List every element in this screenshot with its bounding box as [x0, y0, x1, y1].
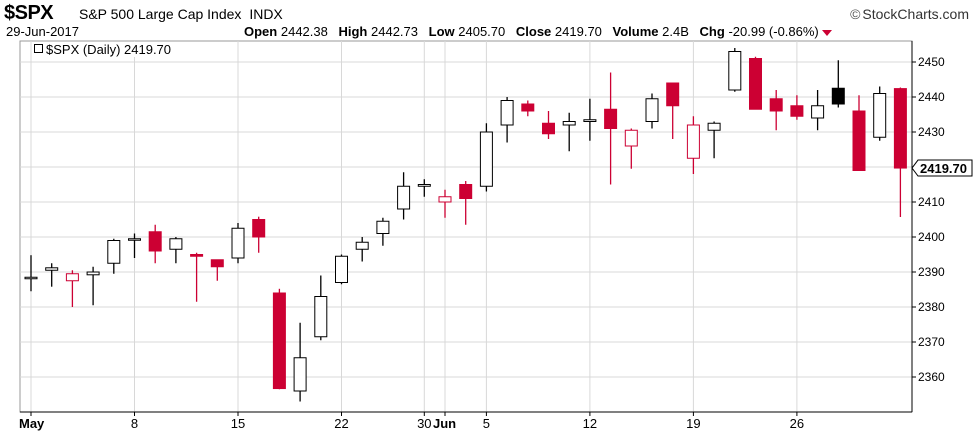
y-tick-label: 2400 — [918, 230, 945, 244]
quote-date: 29-Jun-2017 — [6, 24, 79, 39]
legend-swatch — [34, 44, 43, 53]
candle-body — [790, 105, 804, 117]
candle-body — [645, 98, 659, 122]
low-value: 2405.70 — [458, 24, 506, 39]
close-value: 2419.70 — [554, 24, 602, 39]
candle-body — [542, 122, 555, 135]
candle-body — [107, 240, 121, 264]
candle-body — [314, 296, 328, 338]
x-tick-label: 19 — [686, 416, 700, 431]
x-tick-label: 5 — [483, 416, 490, 431]
candle-body — [893, 88, 907, 169]
x-tick-label: 15 — [231, 416, 245, 431]
candle-body — [852, 110, 866, 171]
candle-body — [355, 241, 369, 250]
candle-body — [583, 119, 597, 122]
y-tick-label: 2360 — [918, 370, 945, 384]
candle-body — [376, 220, 390, 234]
plot-area — [19, 40, 913, 413]
candle-body — [417, 184, 431, 187]
chg-label: Chg — [699, 24, 725, 39]
open-label: Open — [244, 24, 278, 39]
brand-link[interactable]: © StockCharts.com — [850, 6, 969, 22]
chg-value: -20.99 (-0.86%) — [728, 24, 819, 39]
candle-body — [148, 231, 162, 252]
candle-body — [479, 131, 493, 187]
candle-body — [666, 82, 680, 107]
index-name-line: S&P 500 Large Cap Index INDX — [79, 6, 283, 22]
low-label: Low — [428, 24, 455, 39]
volume-value: 2.4B — [662, 24, 689, 39]
y-tick-label: 2380 — [918, 300, 945, 314]
y-tick-label: 2440 — [918, 90, 945, 104]
candle-body — [231, 227, 245, 259]
candle-body — [521, 103, 535, 112]
candle-body — [335, 255, 348, 283]
candle-body — [128, 238, 141, 241]
candle-body — [604, 108, 618, 129]
candle-body — [873, 93, 887, 138]
candle-body — [686, 124, 700, 159]
candle-body — [728, 51, 742, 91]
index-name: S&P 500 Large Cap Index — [79, 6, 242, 22]
candle-body — [210, 259, 224, 268]
y-tick-label: 2410 — [918, 195, 945, 209]
x-tick-label: 22 — [334, 416, 348, 431]
high-label: High — [338, 24, 368, 39]
x-tick-label: Jun — [433, 416, 456, 431]
y-tick-label: 2430 — [918, 125, 945, 139]
copyright-icon: © — [850, 6, 861, 22]
high-value: 2442.73 — [371, 24, 418, 39]
open-value: 2442.38 — [280, 24, 328, 39]
candle-body — [500, 100, 514, 126]
candle-body — [811, 105, 825, 119]
candle-body — [769, 98, 783, 112]
x-tick-label: 26 — [790, 416, 804, 431]
candle-body — [169, 238, 183, 250]
down-arrow-icon — [821, 29, 832, 36]
quote-bar: 29-Jun-2017 Open 2442.38 High 2442.73 Lo… — [6, 24, 969, 40]
x-tick-label: May — [19, 416, 45, 431]
candle-body — [831, 87, 845, 105]
candle-body — [707, 122, 721, 131]
last-value-label: 2419.70 — [920, 161, 967, 176]
candle-body — [190, 254, 204, 257]
candle-body — [624, 129, 638, 147]
candle-body — [397, 185, 411, 210]
candle-body — [749, 58, 762, 110]
candle-body — [293, 357, 307, 392]
close-label: Close — [515, 24, 552, 39]
y-tick-label: 2450 — [918, 55, 945, 69]
volume-label: Volume — [612, 24, 659, 39]
candle-body — [272, 292, 286, 390]
chart-legend: $SPX (Daily) 2419.70 — [32, 42, 174, 57]
x-tick-label: 30 — [417, 416, 431, 431]
chart-header: $SPX S&P 500 Large Cap Index INDX © Stock… — [4, 2, 971, 24]
candle-body — [45, 267, 59, 271]
y-tick-label: 2390 — [918, 265, 945, 279]
x-tick-label: 8 — [131, 416, 138, 431]
brand-name: StockCharts.com — [862, 6, 969, 22]
legend-text: $SPX (Daily) 2419.70 — [46, 42, 172, 57]
candle-body — [459, 184, 473, 199]
y-tick-label: 2370 — [918, 335, 945, 349]
candle-body — [24, 276, 38, 280]
x-tick-label: 12 — [583, 416, 597, 431]
exchange-code: INDX — [249, 6, 283, 22]
candle-body — [438, 196, 452, 203]
candle-body — [65, 273, 79, 282]
candle-body — [252, 219, 266, 238]
last-value-marker — [911, 159, 973, 177]
ticker-symbol: $SPX — [4, 2, 54, 24]
candle-body — [562, 121, 576, 126]
candle-body — [86, 271, 100, 276]
ohlc-summary: Open 2442.38 High 2442.73 Low 2405.70 Cl… — [244, 24, 832, 39]
